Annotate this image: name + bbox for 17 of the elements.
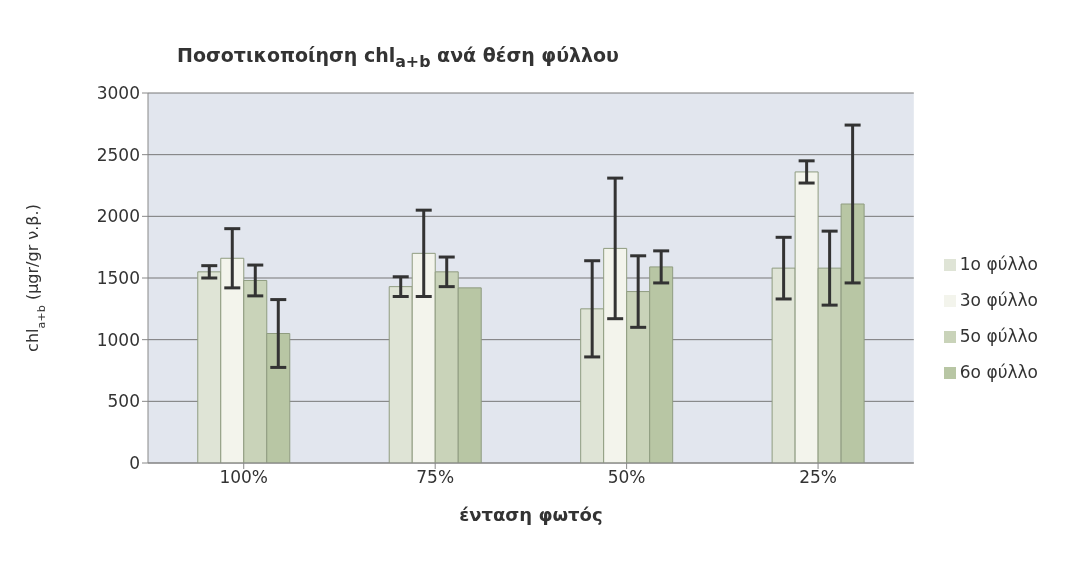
x-axis-title: ένταση φωτός [459,504,603,525]
legend-label: 1ο φύλλο [959,254,1038,274]
y-tick-label: 2000 [96,206,140,227]
x-tick-label: 75% [416,467,455,488]
y-tick-label: 1500 [96,268,140,289]
y-tick-label: 3000 [96,83,140,104]
legend-label: 5ο φύλλο [959,326,1038,346]
y-tick-label: 2500 [96,144,140,165]
x-tick-label: 100% [219,467,269,488]
y-tick-label: 1000 [96,329,140,350]
legend-label: 3ο φύλλο [959,290,1038,310]
y-tick-label: 500 [107,391,140,412]
legend-label: 6ο φύλλο [959,362,1038,382]
x-tick-label: 50% [607,467,646,488]
chart-title: Ποσοτικοποίηση chl$_{a+b}$ ανά θέση φύλλου [176,44,620,71]
y-tick-label: 0 [129,453,140,474]
x-tick-label: 25% [799,467,837,488]
